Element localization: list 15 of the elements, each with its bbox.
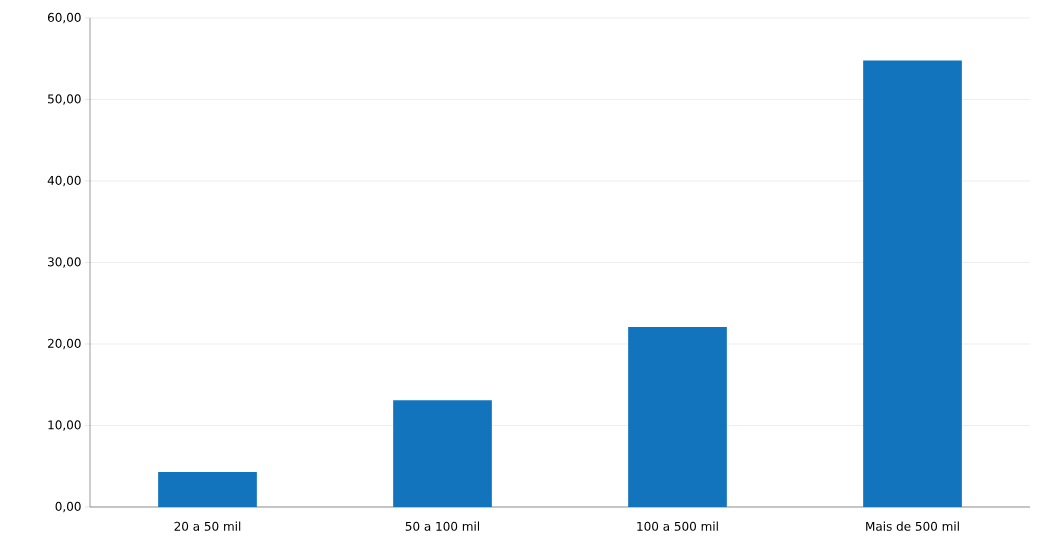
y-tick-label: 60,00 [47,12,81,24]
y-tick-label: 40,00 [47,175,81,187]
bar [393,400,492,507]
x-tick-label: 100 a 500 mil [637,521,718,531]
y-tick-label: 50,00 [48,94,81,105]
x-tick-label: 50 a 100 mil [405,521,480,531]
bar [158,471,257,507]
y-tick-label: 20,00 [48,338,81,350]
bar [863,60,962,507]
y-tick-label: 30,00 [48,257,81,268]
y-tick-label: 0,00 [55,501,81,513]
bar [628,326,727,507]
x-tick-label: Mais de 500 mil [866,521,959,531]
x-tick-label: 20 a 50 mil [174,521,241,531]
y-tick-label: 10,00 [48,420,81,431]
